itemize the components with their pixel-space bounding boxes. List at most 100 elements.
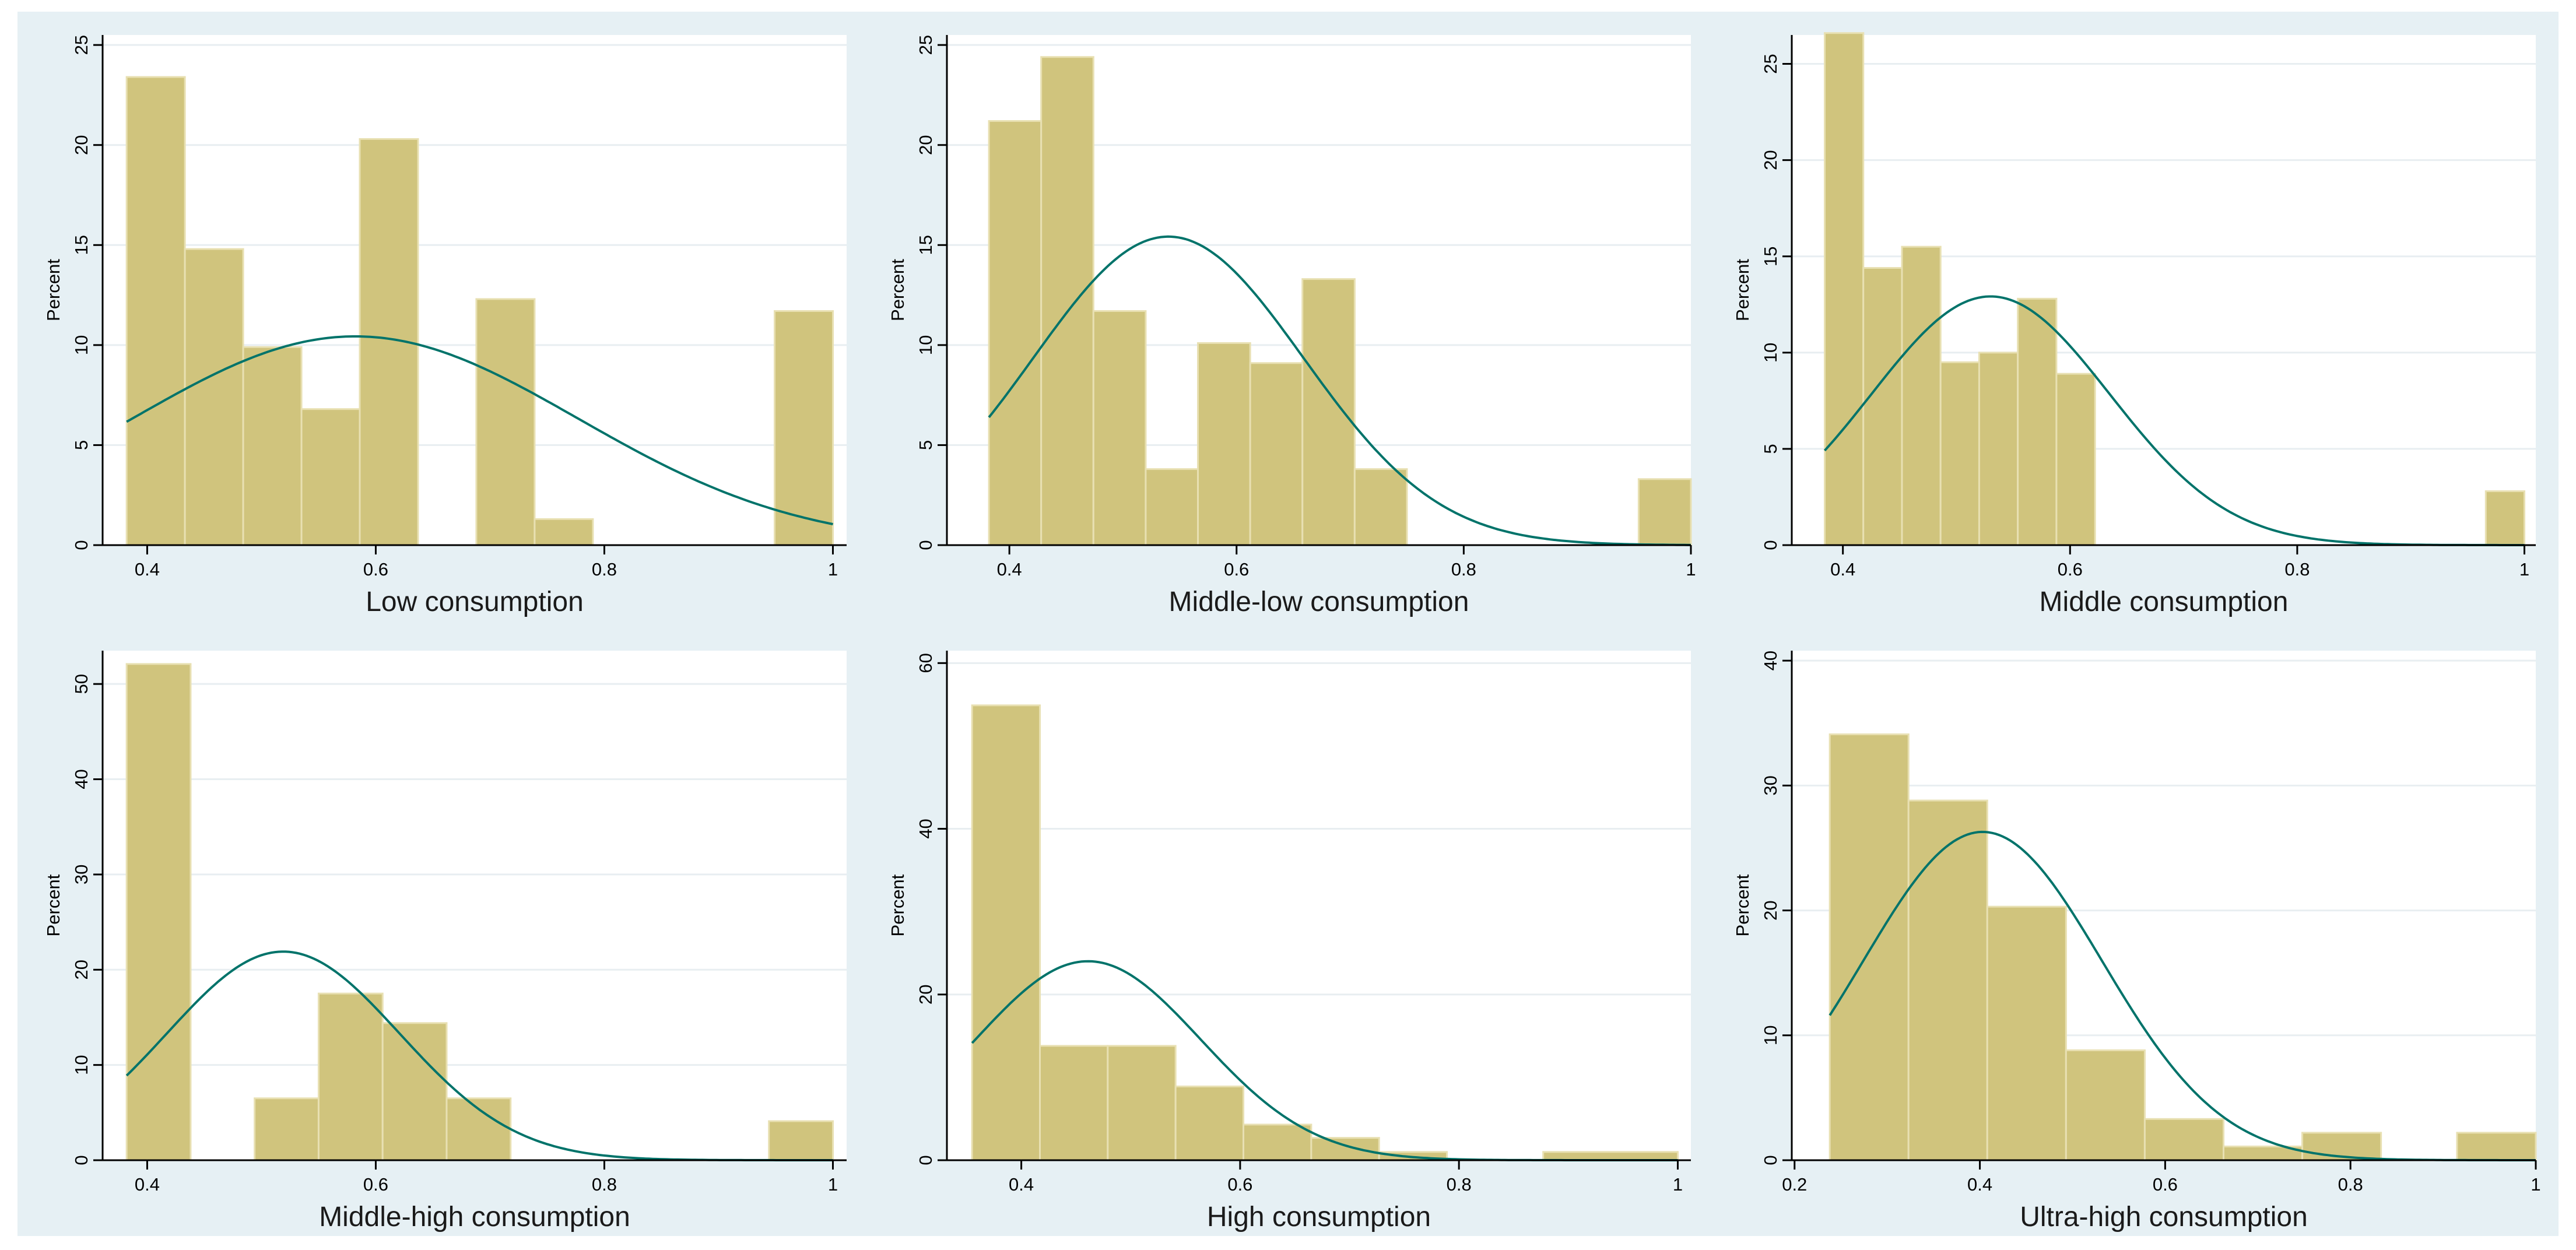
histogram-bar — [1243, 1123, 1312, 1161]
y-tick-label: 25 — [71, 35, 92, 55]
histogram-bar — [1829, 733, 1910, 1161]
histogram-bar — [1542, 1151, 1679, 1161]
x-tick-label: 1 — [1673, 1174, 1683, 1195]
y-axis-title: Percent — [43, 259, 64, 321]
histogram-bar — [1249, 362, 1304, 546]
histogram-bar — [1823, 32, 1865, 546]
x-tick-label: 0.6 — [1224, 559, 1249, 580]
y-tick-label: 10 — [1760, 343, 1781, 363]
histogram-bar — [1907, 799, 1988, 1161]
panel-title: High consumption — [1207, 1202, 1431, 1233]
x-tick-label: 0.8 — [2338, 1174, 2363, 1195]
y-tick-label: 20 — [1760, 150, 1781, 170]
x-tick-label: 1 — [1686, 559, 1696, 580]
x-tick-label: 0.8 — [1451, 559, 1476, 580]
histogram-bar — [1939, 361, 1980, 546]
x-tick-label: 0.6 — [2058, 559, 2083, 580]
histogram-bar — [1174, 1086, 1245, 1161]
panel-title: Middle-low consumption — [1169, 587, 1469, 617]
x-tick-label: 1 — [2519, 559, 2529, 580]
y-axis-title: Percent — [1732, 259, 1753, 321]
x-tick-label: 0.8 — [592, 1174, 617, 1195]
y-tick-label: 0 — [1760, 540, 1781, 550]
x-tick-label: 0.4 — [997, 559, 1022, 580]
x-tick-label: 0.4 — [1009, 1174, 1034, 1195]
x-tick-label: 0.4 — [135, 1174, 160, 1195]
x-tick-label: 0.8 — [2284, 559, 2310, 580]
y-tick-label: 0 — [915, 1155, 936, 1165]
histogram-bar — [1040, 56, 1094, 546]
y-tick-label: 20 — [915, 985, 936, 1005]
histogram-bar — [2143, 1118, 2224, 1161]
histogram-bar — [125, 663, 192, 1161]
histogram-bar — [2017, 297, 2058, 546]
x-tick-label: 0.4 — [1967, 1174, 1992, 1195]
y-tick-label: 0 — [1760, 1155, 1781, 1165]
histogram-bar — [1862, 267, 1903, 546]
y-tick-label: 20 — [71, 960, 92, 979]
panel-title: Middle consumption — [2040, 587, 2289, 617]
y-axis-title: Percent — [887, 874, 908, 936]
x-tick-label: 1 — [828, 559, 838, 580]
histogram-panel-5: 0 20 40 60 0.4 0.6 0.8 1 Percent High consumption — [887, 651, 1691, 1233]
y-tick-label: 5 — [71, 440, 92, 450]
histogram-bar — [534, 518, 594, 546]
y-tick-label: 10 — [71, 1055, 92, 1075]
y-tick-label: 40 — [915, 819, 936, 838]
histogram-bar — [988, 120, 1043, 546]
y-axis-title: Percent — [43, 874, 64, 936]
y-tick-label: 20 — [1760, 900, 1781, 920]
x-tick-label: 0.2 — [1782, 1174, 1807, 1195]
y-tick-label: 0 — [71, 1155, 92, 1165]
histogram-bar — [971, 704, 1041, 1161]
x-tick-label: 0.6 — [363, 559, 388, 580]
x-tick-label: 0.6 — [363, 1174, 388, 1195]
histogram-bar — [1986, 905, 2067, 1161]
y-tick-label: 25 — [915, 35, 936, 55]
histogram-bar — [768, 1120, 834, 1161]
normal-curve — [126, 335, 833, 525]
histogram-bar — [381, 1022, 448, 1161]
histogram-bar — [2055, 373, 2096, 546]
histogram-bar — [242, 346, 303, 546]
y-axis-title: Percent — [1732, 874, 1753, 936]
histogram-bar — [475, 298, 536, 546]
panel-title: Middle-high consumption — [319, 1202, 630, 1233]
y-tick-label: 40 — [71, 769, 92, 789]
y-tick-label: 20 — [71, 135, 92, 155]
y-tick-label: 15 — [915, 235, 936, 255]
y-tick-label: 5 — [1760, 444, 1781, 454]
y-tick-label: 0 — [71, 540, 92, 550]
histogram-panel-2: 0 5 10 15 20 25 0.4 0.6 0.8 1 Percent Middle-low co… — [887, 35, 1696, 617]
x-tick-label: 0.6 — [1227, 1174, 1252, 1195]
histogram-panel-3: 0 5 10 15 20 25 0.4 0.6 0.8 1 Percent Middle consum… — [1732, 32, 2536, 617]
x-tick-label: 0.4 — [1830, 559, 1855, 580]
y-tick-label: 60 — [915, 653, 936, 673]
x-tick-label: 1 — [2531, 1174, 2540, 1195]
histogram-panel-1: 0 5 10 15 20 25 0.4 0.6 0.8 1 Percent Low consumpti… — [43, 35, 847, 617]
y-tick-label: 10 — [1760, 1026, 1781, 1045]
x-tick-label: 0.8 — [592, 559, 617, 580]
histogram-bar — [1197, 342, 1251, 546]
normal-curve — [988, 235, 1691, 546]
histogram-bar — [1092, 310, 1147, 546]
histogram-bar — [1310, 1137, 1380, 1161]
histogram-bar — [1107, 1045, 1177, 1161]
panel-title: Ultra-high consumption — [2020, 1202, 2308, 1233]
histogram-bar — [445, 1097, 512, 1161]
x-tick-label: 1 — [828, 1174, 838, 1195]
histogram-bar — [317, 992, 384, 1161]
histogram-bar — [1301, 278, 1356, 546]
histogram-panel-6: 0 10 20 30 40 0.2 0.4 0.6 0.8 1 Percent Ultra-high … — [1732, 651, 2541, 1233]
x-tick-label: 0.4 — [135, 559, 160, 580]
x-tick-label: 0.8 — [1447, 1174, 1472, 1195]
y-tick-label: 0 — [915, 540, 936, 550]
y-tick-label: 10 — [915, 335, 936, 355]
histogram-bar — [300, 408, 361, 546]
histogram-bar — [125, 76, 186, 546]
y-tick-label: 15 — [71, 235, 92, 255]
histogram-bar — [1145, 468, 1199, 546]
histogram-bar — [2456, 1132, 2537, 1161]
histogram-bar — [2484, 490, 2526, 546]
